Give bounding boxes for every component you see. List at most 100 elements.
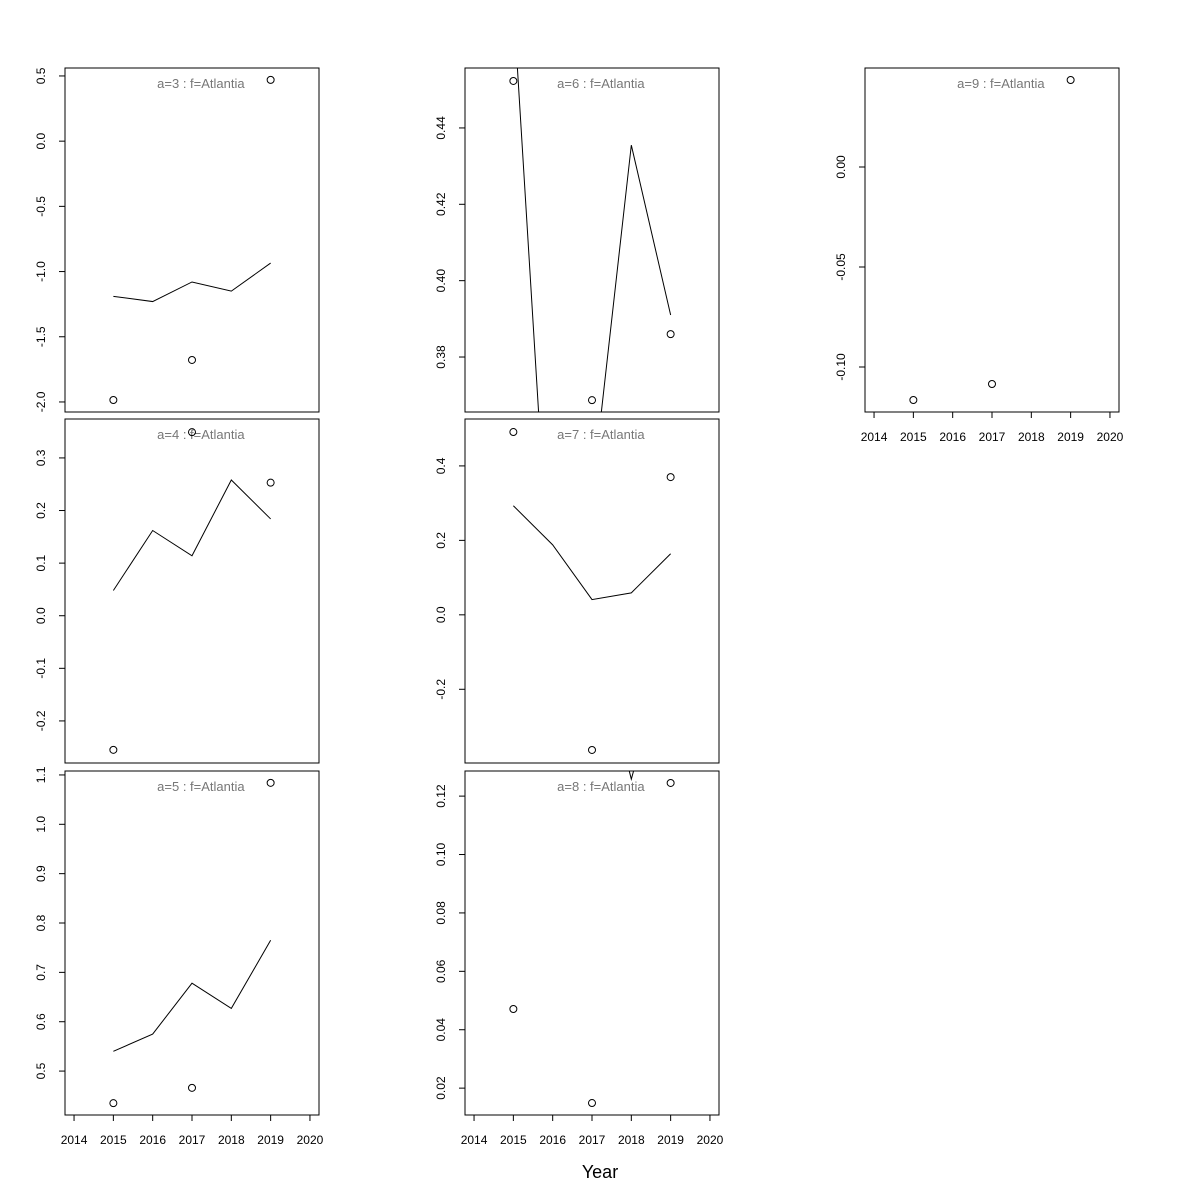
plot-frame [464, 770, 720, 1116]
plot-area [909, 76, 1075, 404]
plot-area [109, 428, 275, 754]
panel-title: a=4 : f=Atlantia [157, 427, 245, 442]
y-tick-label: 0.0 [34, 607, 48, 624]
x-tick-label: 2018 [1018, 430, 1045, 444]
plot-frame [64, 67, 320, 413]
y-tick-label: 1.0 [34, 816, 48, 833]
x-tick-label: 2014 [461, 1133, 488, 1147]
panel-title: a=5 : f=Atlantia [157, 779, 245, 794]
panel: 0.5 0.0 -0.5 -1.0 -1.5 -2.0 a=3 : f=Atlantia [34, 67, 320, 413]
point [188, 1083, 196, 1092]
point [509, 76, 518, 85]
point [666, 778, 675, 787]
x-tick-label: 2019 [657, 1133, 684, 1147]
point [588, 396, 596, 405]
x-tick-label: 2017 [179, 1133, 206, 1147]
point [988, 380, 996, 388]
panel: 0.44 0.42 0.40 0.38 a=6 : f=Atlantia [434, 67, 720, 413]
y-tick-label: 0.9 [34, 865, 48, 882]
x-tick-label: 2020 [1097, 430, 1124, 444]
y-tick-label: 0.5 [34, 1062, 48, 1079]
y-tick-label: 0.40 [434, 269, 448, 293]
y-tick-label: -0.05 [834, 253, 848, 281]
x-tick-label: 2016 [139, 1133, 166, 1147]
point [188, 355, 196, 364]
panel-title: a=7 : f=Atlantia [557, 427, 645, 442]
x-tick-label: 2015 [100, 1133, 127, 1147]
x-tick-label: 2019 [1057, 430, 1084, 444]
panel: 0.3 0.2 0.1 0.0 -0.1 -0.2 a=4 : f=Atlantia [34, 418, 320, 764]
plot-frame [464, 418, 720, 764]
y-tick-label: 0.2 [34, 502, 48, 519]
y-tick-label: 0.12 [434, 784, 448, 808]
y-tick-label: 0.8 [34, 914, 48, 931]
y-tick-label: 0.38 [434, 345, 448, 369]
point [266, 778, 275, 787]
y-tick-label: 0.0 [34, 132, 48, 149]
x-tick-label: 2014 [861, 430, 888, 444]
point [909, 396, 918, 404]
panel: 0.4 0.2 0.0 -0.2 a=7 : f=Atlantia [434, 418, 720, 764]
x-tick-label: 2017 [979, 430, 1006, 444]
plot-frame [464, 67, 720, 413]
point [666, 473, 675, 482]
x-tick-label: 2020 [297, 1133, 324, 1147]
y-tick-label: 0.00 [834, 155, 848, 179]
y-tick-label: 0.3 [34, 449, 48, 466]
panel-title: a=3 : f=Atlantia [157, 76, 245, 91]
point [1066, 76, 1075, 84]
panel-title: a=6 : f=Atlantia [557, 76, 645, 91]
x-tick-label: 2018 [618, 1133, 645, 1147]
x-tick-label: 2016 [539, 1133, 566, 1147]
x-tick-label: 2017 [579, 1133, 606, 1147]
y-tick-label: -0.2 [434, 679, 448, 700]
line [516, 68, 672, 412]
y-tick-label: -0.2 [34, 710, 48, 731]
point [266, 478, 275, 487]
plot-area [509, 68, 675, 412]
point [188, 428, 196, 437]
point [588, 745, 596, 754]
y-tick-label: 0.06 [434, 959, 448, 983]
line [113, 262, 271, 303]
panel: 0.12 0.10 0.08 0.06 0.04 0.02 2014 2015 2016 2017… [434, 770, 724, 1147]
panel: 0.00 -0.05 -0.10 2014 2015 2016 2017 2018 2019 20… [834, 67, 1124, 444]
y-tick-label: -0.1 [34, 658, 48, 679]
y-tick-label: 0.10 [434, 843, 448, 867]
plot-frame [64, 770, 320, 1116]
point [266, 75, 275, 84]
y-tick-label: 0.7 [34, 964, 48, 981]
y-tick-label: 0.0 [434, 606, 448, 623]
x-tick-label: 2015 [500, 1133, 527, 1147]
plot-area [109, 75, 275, 405]
x-tick-label: 2020 [697, 1133, 724, 1147]
y-tick-label: 0.08 [434, 901, 448, 925]
y-tick-label: 0.4 [434, 457, 448, 474]
point [109, 745, 118, 754]
line [112, 479, 271, 591]
y-tick-label: 0.6 [34, 1013, 48, 1030]
y-tick-label: 0.42 [434, 192, 448, 216]
x-tick-label: 2019 [257, 1133, 284, 1147]
y-tick-label: -1.5 [34, 326, 48, 347]
line [628, 771, 635, 782]
x-tick-label: 2015 [900, 430, 927, 444]
panel-title: a=9 : f=Atlantia [957, 76, 1045, 91]
y-tick-label: 0.04 [434, 1018, 448, 1042]
plot-frame [64, 418, 320, 764]
point [509, 428, 518, 437]
line [113, 940, 272, 1052]
plot-area [109, 778, 275, 1108]
x-axis-label: Year [582, 1162, 618, 1182]
plot-area [509, 428, 675, 754]
y-tick-label: -2.0 [34, 391, 48, 412]
y-tick-label: 0.5 [34, 67, 48, 84]
x-tick-label: 2016 [939, 430, 966, 444]
x-tick-label: 2014 [61, 1133, 88, 1147]
plot-area [509, 771, 675, 1108]
y-tick-label: 0.2 [434, 532, 448, 549]
point [109, 1099, 118, 1108]
point [588, 1099, 596, 1108]
y-tick-label: -0.5 [34, 196, 48, 217]
